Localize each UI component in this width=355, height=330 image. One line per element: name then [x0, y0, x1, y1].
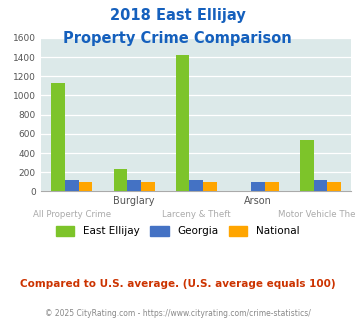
Text: Motor Vehicle Theft: Motor Vehicle Theft: [278, 210, 355, 218]
Text: Property Crime Comparison: Property Crime Comparison: [63, 31, 292, 46]
Text: Larceny & Theft: Larceny & Theft: [162, 210, 230, 218]
Bar: [51, 83, 65, 191]
Text: Compared to U.S. average. (U.S. average equals 100): Compared to U.S. average. (U.S. average …: [20, 279, 335, 289]
Bar: [65, 181, 79, 191]
Text: 2018 East Ellijay: 2018 East Ellijay: [110, 8, 245, 23]
Bar: [176, 55, 189, 191]
Text: Burglary: Burglary: [113, 196, 155, 206]
Text: Arson: Arson: [244, 196, 272, 206]
Bar: [189, 181, 203, 191]
Legend: East Ellijay, Georgia, National: East Ellijay, Georgia, National: [51, 222, 304, 241]
Text: All Property Crime: All Property Crime: [33, 210, 111, 218]
Bar: [114, 169, 127, 191]
Text: © 2025 CityRating.com - https://www.cityrating.com/crime-statistics/: © 2025 CityRating.com - https://www.city…: [45, 309, 310, 317]
Bar: [127, 180, 141, 191]
Bar: [141, 182, 154, 191]
Bar: [79, 182, 92, 191]
Bar: [313, 181, 327, 191]
Bar: [265, 182, 279, 191]
Bar: [251, 182, 265, 191]
Bar: [327, 182, 341, 191]
Bar: [203, 182, 217, 191]
Bar: [300, 140, 313, 191]
